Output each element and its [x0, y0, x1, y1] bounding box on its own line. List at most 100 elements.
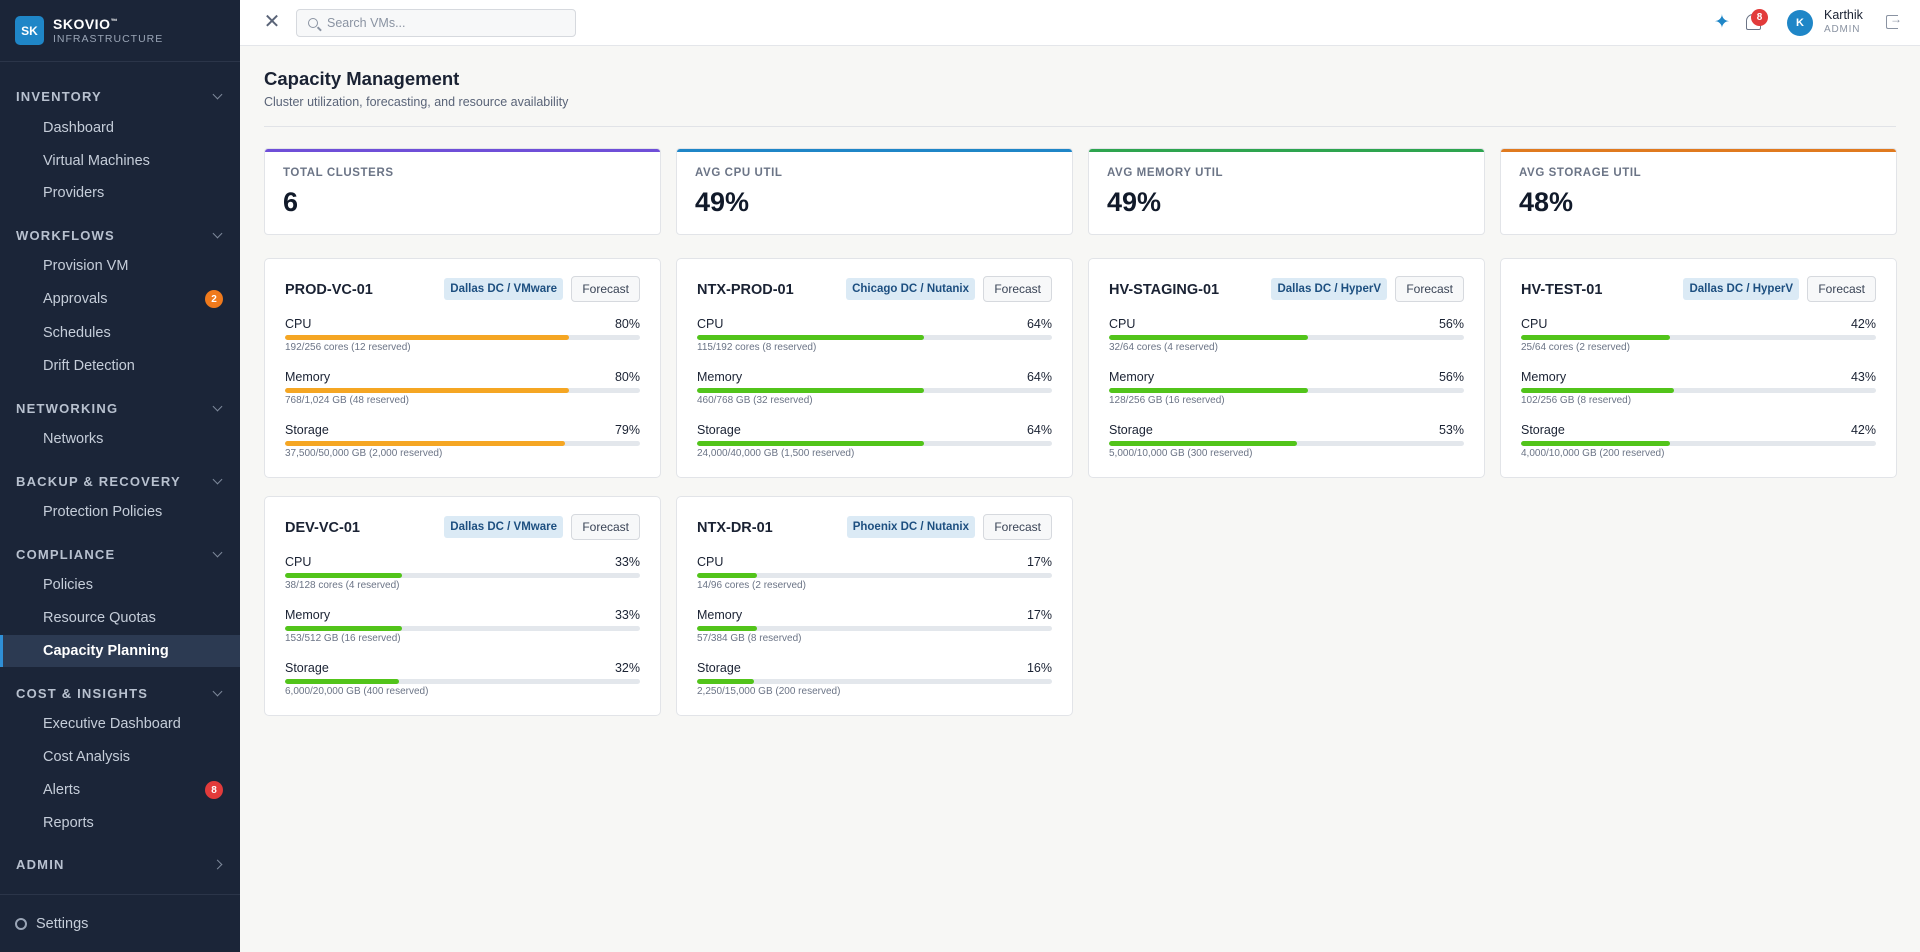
metric-detail: 37,500/50,000 GB (2,000 reserved): [285, 448, 443, 459]
metric-name: CPU: [1521, 317, 1548, 331]
metric-cpu: CPU 80% 192/256 cores (12 reserved): [285, 317, 640, 361]
chevron-down-icon: [212, 474, 223, 484]
sidebar-item-schedules[interactable]: Schedules: [0, 317, 240, 349]
metric-progress-track: [285, 335, 640, 340]
sidebar-item-protection-policies[interactable]: Protection Policies: [0, 496, 240, 528]
nav-section-networking[interactable]: NETWORKING: [0, 394, 240, 422]
sidebar-item-alerts[interactable]: Alerts 8: [0, 774, 240, 806]
metric-memory: Memory 80% 768/1,024 GB (48 reserved): [285, 370, 640, 414]
brand-subtitle: INFRASTRUCTURE: [53, 33, 164, 45]
forecast-button[interactable]: Forecast: [1807, 276, 1876, 302]
metric-progress-fill: [285, 388, 569, 393]
sidebar-item-capacity-planning[interactable]: Capacity Planning: [0, 635, 240, 667]
metric-detail: 115/192 cores (8 reserved): [697, 342, 817, 353]
stat-value: 49%: [695, 187, 750, 217]
metric-progress-track: [697, 626, 1052, 631]
metric-name: Storage: [285, 423, 329, 437]
metric-percent: 17%: [1026, 608, 1052, 622]
user-name: Karthik: [1824, 8, 1863, 22]
forecast-button[interactable]: Forecast: [571, 276, 640, 302]
cluster-location-tag: Dallas DC / HyperV: [1271, 278, 1387, 300]
metric-detail: 192/256 cores (12 reserved): [285, 342, 411, 353]
metric-cpu: CPU 42% 25/64 cores (2 reserved): [1521, 317, 1876, 361]
chevron-down-icon: [212, 686, 223, 696]
nav-section-inventory[interactable]: INVENTORY: [0, 82, 240, 110]
metric-percent: 42%: [1850, 423, 1876, 437]
metric-detail: 14/96 cores (2 reserved): [697, 580, 806, 591]
metric-detail: 102/256 GB (8 reserved): [1521, 395, 1632, 406]
metric-progress-fill: [1109, 441, 1298, 446]
metric-percent: 79%: [614, 423, 640, 437]
sidebar-item-dashboard[interactable]: Dashboard: [0, 112, 240, 144]
stat-accent-bar: [1501, 149, 1896, 152]
sidebar-item-virtual-machines[interactable]: Virtual Machines: [0, 145, 240, 177]
cluster-name: HV-TEST-01: [1521, 282, 1603, 298]
metric-percent: 17%: [1026, 555, 1052, 569]
forecast-button[interactable]: Forecast: [983, 514, 1052, 540]
metric-progress-fill: [285, 573, 403, 578]
stat-value: 49%: [1107, 187, 1162, 217]
sidebar-item-approvals[interactable]: Approvals 2: [0, 283, 240, 315]
cluster-location-tag: Dallas DC / HyperV: [1683, 278, 1799, 300]
nav-section-backup-recovery[interactable]: BACKUP & RECOVERY: [0, 467, 240, 495]
nav-section-workflows[interactable]: WORKFLOWS: [0, 221, 240, 249]
sidebar-item-label: Policies: [43, 577, 93, 593]
sidebar-item-reports[interactable]: Reports: [0, 807, 240, 839]
sidebar-item-policies[interactable]: Policies: [0, 569, 240, 601]
metric-detail: 6,000/20,000 GB (400 reserved): [285, 686, 429, 697]
metric-progress-fill: [285, 335, 569, 340]
sidebar-item-provision-vm[interactable]: Provision VM: [0, 250, 240, 282]
sidebar-item-resource-quotas[interactable]: Resource Quotas: [0, 602, 240, 634]
metric-progress-track: [697, 573, 1052, 578]
forecast-button[interactable]: Forecast: [571, 514, 640, 540]
nav-section-cost-insights[interactable]: COST & INSIGHTS: [0, 679, 240, 707]
metric-detail: 2,250/15,000 GB (200 reserved): [697, 686, 841, 697]
settings-link[interactable]: Settings: [0, 894, 240, 952]
metric-name: Storage: [697, 661, 741, 675]
stat-accent-bar: [265, 149, 660, 152]
forecast-button[interactable]: Forecast: [983, 276, 1052, 302]
search-input[interactable]: Search VMs...: [296, 9, 576, 37]
metric-progress-fill: [697, 679, 754, 684]
sidebar-item-drift-detection[interactable]: Drift Detection: [0, 350, 240, 382]
sparkle-icon[interactable]: ✦: [1714, 12, 1730, 33]
user-role: ADMIN: [1824, 24, 1861, 35]
nav-section-admin[interactable]: ADMIN: [0, 850, 240, 878]
metric-percent: 42%: [1850, 317, 1876, 331]
sidebar-item-executive-dashboard[interactable]: Executive Dashboard: [0, 708, 240, 740]
sidebar-item-providers[interactable]: Providers: [0, 177, 240, 209]
metric-name: Memory: [697, 608, 743, 622]
search-icon: [308, 18, 318, 28]
avatar[interactable]: K: [1787, 10, 1813, 36]
metric-progress-track: [1109, 335, 1464, 340]
cluster-name: HV-STAGING-01: [1109, 282, 1220, 298]
metric-memory: Memory 33% 153/512 GB (16 reserved): [285, 608, 640, 652]
metric-progress-track: [285, 441, 640, 446]
nav-section-label: ADMIN: [16, 856, 65, 872]
metric-name: Storage: [697, 423, 741, 437]
stat-label: AVG STORAGE UTIL: [1519, 167, 1642, 179]
sidebar-item-networks[interactable]: Networks: [0, 423, 240, 455]
nav-section-label: INVENTORY: [16, 88, 102, 104]
metric-progress-track: [285, 679, 640, 684]
nav-section-compliance[interactable]: COMPLIANCE: [0, 540, 240, 568]
metric-percent: 64%: [1026, 423, 1052, 437]
cluster-name: DEV-VC-01: [285, 520, 360, 536]
metric-progress-fill: [697, 335, 925, 340]
close-icon[interactable]: ✕: [263, 11, 281, 33]
logout-icon[interactable]: [1886, 12, 1902, 29]
brand-name: SKOVIO™: [53, 16, 163, 32]
gear-icon: [15, 917, 27, 930]
sidebar-item-label: Alerts: [43, 782, 81, 798]
brand-text: SKOVIO™ INFRASTRUCTURE: [53, 16, 163, 45]
metric-storage: Storage 32% 6,000/20,000 GB (400 reserved): [285, 661, 640, 705]
brand[interactable]: SK SKOVIO™ INFRASTRUCTURE: [0, 0, 240, 62]
forecast-button[interactable]: Forecast: [1395, 276, 1464, 302]
metric-progress-fill: [1521, 388, 1674, 393]
metric-name: Memory: [285, 608, 331, 622]
metric-progress-fill: [285, 679, 399, 684]
metric-storage: Storage 53% 5,000/10,000 GB (300 reserved): [1109, 423, 1464, 467]
sidebar-item-cost-analysis[interactable]: Cost Analysis: [0, 741, 240, 773]
metric-percent: 80%: [614, 317, 640, 331]
metric-name: CPU: [285, 317, 312, 331]
